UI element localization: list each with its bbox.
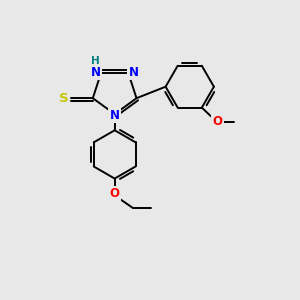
Text: N: N	[128, 66, 139, 79]
Text: N: N	[91, 66, 101, 79]
Text: S: S	[58, 92, 68, 105]
Text: N: N	[110, 109, 120, 122]
Text: H: H	[92, 56, 100, 66]
Text: O: O	[212, 115, 222, 128]
Text: O: O	[110, 188, 120, 200]
